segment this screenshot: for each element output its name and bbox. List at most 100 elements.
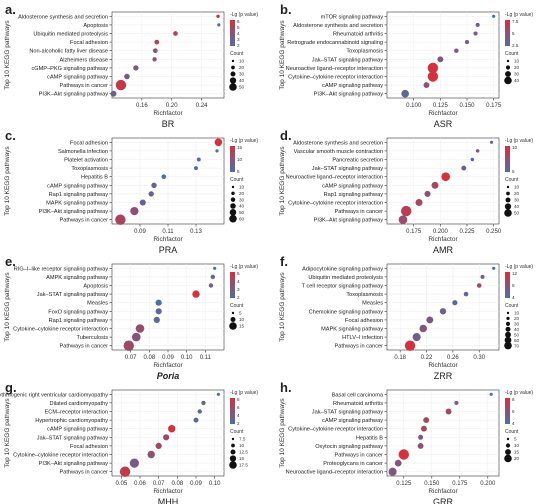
x-axis-title: Richfactor	[428, 236, 458, 243]
data-point	[193, 417, 199, 423]
size-legend-dot	[230, 71, 236, 77]
y-tick-label: Cytokine–cytokine receptor interaction	[13, 453, 108, 459]
data-point	[154, 39, 160, 45]
x-tick-label: 0.200	[480, 481, 496, 487]
size-legend-label: 30	[514, 322, 520, 327]
size-legend-dot	[230, 197, 236, 202]
x-tick-label: 0.22	[421, 355, 433, 361]
size-legend-label: 70	[514, 343, 520, 348]
y-tick-label: Pathways in cancer	[334, 209, 383, 215]
size-legend-label: 10	[239, 59, 245, 64]
data-point	[196, 157, 201, 162]
y-tick-label: Cytokine–cytokine receptor interaction	[288, 75, 383, 81]
chart-panel-4: d. Top 10 KEGG pathways 0.175 0.200 0.225 0.2…	[279, 128, 533, 255]
color-legend-tick: 7.5	[512, 19, 519, 24]
y-tick-label: Focal adhesion	[70, 140, 108, 146]
size-legend-label: 40	[239, 204, 245, 209]
size-legend-dot	[504, 341, 512, 350]
size-legend-dot	[230, 203, 236, 209]
data-point	[208, 283, 214, 288]
size-legend-label: 60	[514, 338, 520, 343]
data-point	[217, 23, 221, 27]
color-legend-tick: 3	[237, 287, 240, 292]
data-point	[412, 333, 421, 342]
size-legend-title: Count	[230, 51, 244, 57]
y-tick-label: Basal cell carcinoma	[332, 392, 384, 398]
y-tick-label: AMPK signaling pathway	[46, 275, 108, 281]
size-legend-label: 10	[514, 443, 520, 448]
color-legend-tick: 5	[512, 31, 515, 36]
y-tick-label: Toxoplasmosis	[71, 166, 108, 172]
x-tick-label: 0.10	[181, 355, 193, 361]
data-point	[415, 199, 423, 206]
size-legend-dot	[504, 454, 512, 463]
size-legend-dot	[504, 203, 512, 210]
color-legend-tick: 4	[512, 421, 515, 426]
data-point	[445, 408, 452, 415]
y-tick-label: HTLV–I infection	[342, 335, 383, 341]
color-legend-bar	[230, 146, 235, 172]
size-legend-dot	[504, 76, 512, 85]
y-axis-title: Top 10 KEGG pathways	[4, 272, 11, 342]
y-tick-label: PI3K–Akt signaling pathway	[39, 209, 109, 215]
data-point	[401, 89, 409, 98]
y-tick-label: Non-alcoholic fatty liver disease	[29, 49, 108, 55]
data-point	[489, 392, 493, 396]
size-legend-dot	[505, 197, 511, 203]
size-legend-dot	[229, 77, 237, 84]
size-legend-label: 10	[514, 59, 520, 64]
color-legend-title: -Lg (p value)	[230, 390, 258, 396]
data-point	[152, 48, 158, 54]
x-tick-label: 0.08	[143, 355, 155, 361]
y-tick-label: Focal adhesion	[70, 40, 108, 46]
size-legend-label: 17.5	[239, 463, 248, 468]
x-tick-label: 0.13	[190, 229, 202, 235]
color-legend-tick: 8	[512, 283, 515, 288]
size-legend-dot	[505, 449, 511, 455]
chart-panel-6: f. Top 10 KEGG pathways 0.18 0.22 0.26 0.30 Ad…	[279, 254, 533, 381]
size-legend-title: Count	[505, 51, 519, 57]
x-tick-label: 0.05	[115, 481, 127, 487]
data-point	[153, 316, 160, 323]
size-legend-label: 15	[239, 324, 245, 329]
data-point	[423, 417, 430, 424]
data-point	[470, 157, 475, 162]
color-legend-bar	[505, 398, 510, 424]
color-legend-tick: 6	[237, 19, 240, 24]
y-tick-label: Hepatitis B	[81, 175, 108, 181]
y-tick-label: Retrograde endocannabinoid signaling	[287, 40, 383, 46]
y-tick-label: Oxytocin signaling pathway	[315, 444, 383, 450]
size-legend-dot	[229, 455, 237, 462]
color-legend-title: -Lg (p value)	[230, 12, 258, 18]
size-legend-label: 30	[239, 197, 245, 202]
data-point	[151, 182, 157, 188]
panel-caption: MHH	[158, 497, 179, 504]
plot-frame	[111, 11, 225, 99]
color-legend-tick: 5	[237, 25, 240, 30]
data-point	[148, 191, 154, 197]
size-legend-dot	[505, 71, 511, 77]
x-tick-label: 0.08	[171, 481, 183, 487]
data-point	[492, 14, 496, 18]
data-point	[130, 206, 139, 216]
size-legend-label: 40	[514, 327, 520, 332]
data-point	[475, 149, 480, 153]
data-point	[398, 449, 409, 460]
chart-panel-7: g. Top 10 KEGG pathways 0.05 0.06 0.07 0.08 0.…	[0, 380, 258, 504]
x-tick-label: 0.150	[459, 103, 475, 109]
y-tick-label: Jak–STAT signaling pathway	[312, 57, 383, 63]
data-point	[155, 308, 162, 315]
y-axis-title: Top 10 KEGG pathways	[279, 398, 286, 468]
y-tick-label: Pathways in cancer	[334, 453, 383, 459]
size-legend-title: Count	[505, 177, 519, 183]
x-tick-label: 0.24	[196, 103, 208, 109]
x-axis-title: Richfactor	[153, 362, 183, 369]
size-legend-dot	[505, 331, 511, 338]
data-point	[119, 466, 131, 477]
size-legend-dot	[504, 209, 512, 217]
data-point	[139, 199, 146, 206]
data-point	[454, 48, 459, 53]
panel-letter: a.	[5, 2, 16, 17]
panel-letter: d.	[280, 128, 292, 143]
y-tick-label: cAMP signaling pathway	[47, 427, 108, 433]
